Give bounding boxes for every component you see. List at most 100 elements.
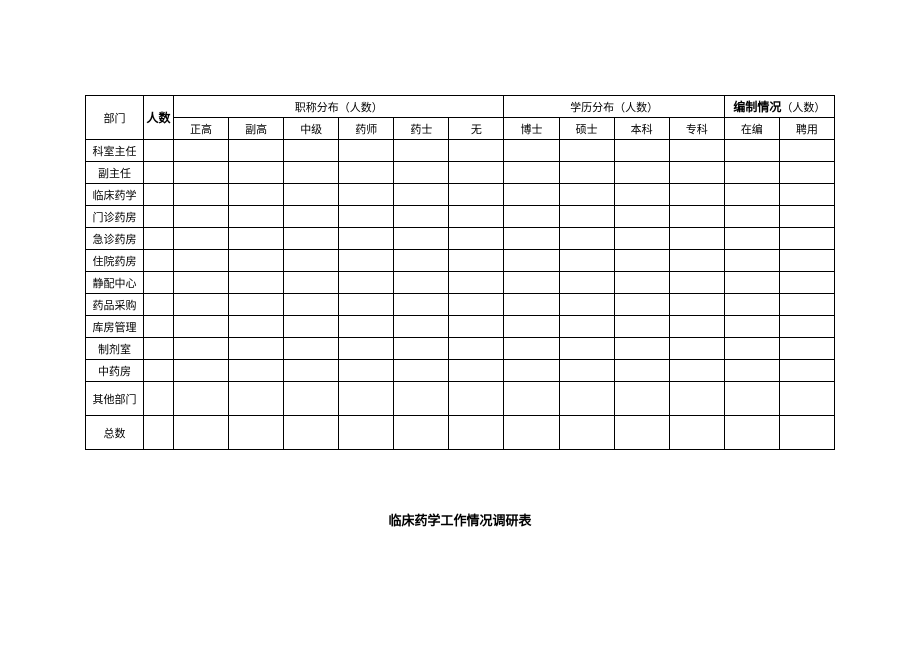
data-cell [614, 250, 669, 272]
data-cell [559, 206, 614, 228]
row-count-cell [144, 140, 174, 162]
data-cell [174, 416, 229, 450]
data-cell [394, 272, 449, 294]
data-cell [779, 294, 834, 316]
data-cell [284, 316, 339, 338]
table-row: 总数 [86, 416, 835, 450]
row-label: 住院药房 [86, 250, 144, 272]
data-cell [669, 140, 724, 162]
table-container: 部门 人数 职称分布（人数） 学历分布（人数） 编制情况（人数） 正高副高中级药… [0, 0, 920, 450]
data-cell [504, 360, 559, 382]
data-cell [669, 382, 724, 416]
data-cell [449, 416, 504, 450]
row-count-cell [144, 162, 174, 184]
data-cell [614, 206, 669, 228]
data-cell [504, 162, 559, 184]
data-cell [504, 250, 559, 272]
subheader-cell: 副高 [229, 118, 284, 140]
data-cell [779, 416, 834, 450]
data-cell [449, 162, 504, 184]
data-cell [504, 184, 559, 206]
data-cell [504, 382, 559, 416]
data-cell [394, 360, 449, 382]
data-cell [724, 338, 779, 360]
data-cell [504, 338, 559, 360]
data-cell [394, 140, 449, 162]
data-cell [724, 382, 779, 416]
data-cell [614, 360, 669, 382]
header-group-staffing-light: （人数） [781, 102, 825, 114]
data-cell [394, 294, 449, 316]
row-label: 门诊药房 [86, 206, 144, 228]
data-cell [394, 162, 449, 184]
data-cell [559, 184, 614, 206]
data-cell [779, 140, 834, 162]
data-cell [724, 294, 779, 316]
data-cell [174, 338, 229, 360]
data-cell [724, 184, 779, 206]
data-cell [724, 206, 779, 228]
data-cell [174, 228, 229, 250]
table-row: 制剂室 [86, 338, 835, 360]
row-count-cell [144, 294, 174, 316]
data-cell [339, 360, 394, 382]
data-cell [779, 272, 834, 294]
data-cell [559, 250, 614, 272]
header-group-title-edu: 学历分布（人数） [504, 96, 724, 118]
data-cell [559, 316, 614, 338]
data-cell [559, 228, 614, 250]
table-row: 住院药房 [86, 250, 835, 272]
data-cell [174, 140, 229, 162]
data-cell [724, 272, 779, 294]
data-cell [614, 140, 669, 162]
data-cell [559, 140, 614, 162]
data-cell [559, 162, 614, 184]
row-count-cell [144, 250, 174, 272]
data-cell [449, 382, 504, 416]
data-cell [669, 228, 724, 250]
subheader-cell: 专科 [669, 118, 724, 140]
data-cell [504, 228, 559, 250]
staff-table: 部门 人数 职称分布（人数） 学历分布（人数） 编制情况（人数） 正高副高中级药… [85, 95, 835, 450]
data-cell [669, 416, 724, 450]
data-cell [449, 360, 504, 382]
data-cell [614, 272, 669, 294]
data-cell [449, 184, 504, 206]
table-body: 科室主任副主任临床药学门诊药房急诊药房住院药房静配中心药品采购库房管理制剂室中药… [86, 140, 835, 450]
subheader-cell: 药师 [339, 118, 394, 140]
data-cell [614, 228, 669, 250]
subheader-row: 正高副高中级药师药士无博士硕士本科专科在编聘用 [86, 118, 835, 140]
data-cell [174, 162, 229, 184]
data-cell [174, 184, 229, 206]
data-cell [174, 382, 229, 416]
data-cell [229, 162, 284, 184]
data-cell [614, 162, 669, 184]
data-cell [284, 162, 339, 184]
subheader-cell: 正高 [174, 118, 229, 140]
table-row: 副主任 [86, 162, 835, 184]
data-cell [669, 250, 724, 272]
data-cell [339, 250, 394, 272]
data-cell [779, 338, 834, 360]
data-cell [779, 184, 834, 206]
data-cell [394, 382, 449, 416]
table-head: 部门 人数 职称分布（人数） 学历分布（人数） 编制情况（人数） 正高副高中级药… [86, 96, 835, 140]
row-label: 总数 [86, 416, 144, 450]
data-cell [614, 294, 669, 316]
row-count-cell [144, 272, 174, 294]
row-label: 静配中心 [86, 272, 144, 294]
data-cell [394, 206, 449, 228]
data-cell [559, 338, 614, 360]
data-cell [669, 360, 724, 382]
data-cell [614, 338, 669, 360]
header-dept: 部门 [86, 96, 144, 140]
data-cell [284, 272, 339, 294]
data-cell [174, 360, 229, 382]
data-cell [339, 272, 394, 294]
data-cell [339, 140, 394, 162]
data-cell [724, 140, 779, 162]
row-count-cell [144, 338, 174, 360]
row-count-cell [144, 316, 174, 338]
row-count-cell [144, 184, 174, 206]
data-cell [724, 416, 779, 450]
